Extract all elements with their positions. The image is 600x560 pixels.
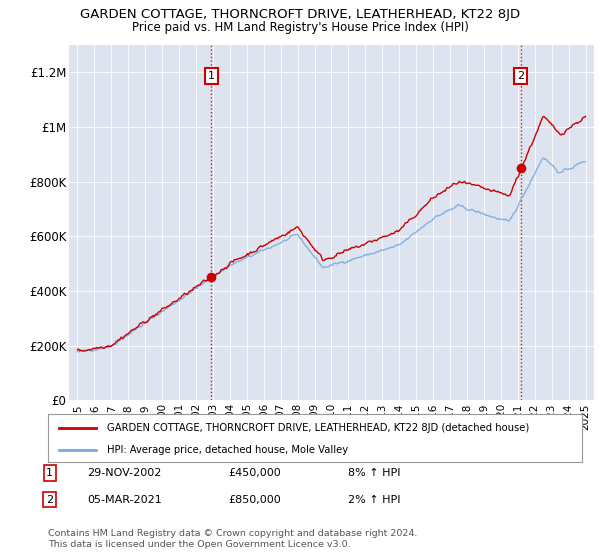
Text: 1: 1 bbox=[46, 468, 53, 478]
Text: 29-NOV-2002: 29-NOV-2002 bbox=[87, 468, 161, 478]
Text: £450,000: £450,000 bbox=[228, 468, 281, 478]
Text: 8% ↑ HPI: 8% ↑ HPI bbox=[348, 468, 401, 478]
Text: 05-MAR-2021: 05-MAR-2021 bbox=[87, 494, 162, 505]
Text: Contains HM Land Registry data © Crown copyright and database right 2024.
This d: Contains HM Land Registry data © Crown c… bbox=[48, 529, 418, 549]
Text: 2: 2 bbox=[46, 494, 53, 505]
Text: 2% ↑ HPI: 2% ↑ HPI bbox=[348, 494, 401, 505]
Text: HPI: Average price, detached house, Mole Valley: HPI: Average price, detached house, Mole… bbox=[107, 445, 348, 455]
Text: £850,000: £850,000 bbox=[228, 494, 281, 505]
Text: Price paid vs. HM Land Registry's House Price Index (HPI): Price paid vs. HM Land Registry's House … bbox=[131, 21, 469, 34]
Text: GARDEN COTTAGE, THORNCROFT DRIVE, LEATHERHEAD, KT22 8JD: GARDEN COTTAGE, THORNCROFT DRIVE, LEATHE… bbox=[80, 8, 520, 21]
Text: 2: 2 bbox=[517, 71, 524, 81]
Text: 1: 1 bbox=[208, 71, 215, 81]
Text: GARDEN COTTAGE, THORNCROFT DRIVE, LEATHERHEAD, KT22 8JD (detached house): GARDEN COTTAGE, THORNCROFT DRIVE, LEATHE… bbox=[107, 423, 529, 433]
